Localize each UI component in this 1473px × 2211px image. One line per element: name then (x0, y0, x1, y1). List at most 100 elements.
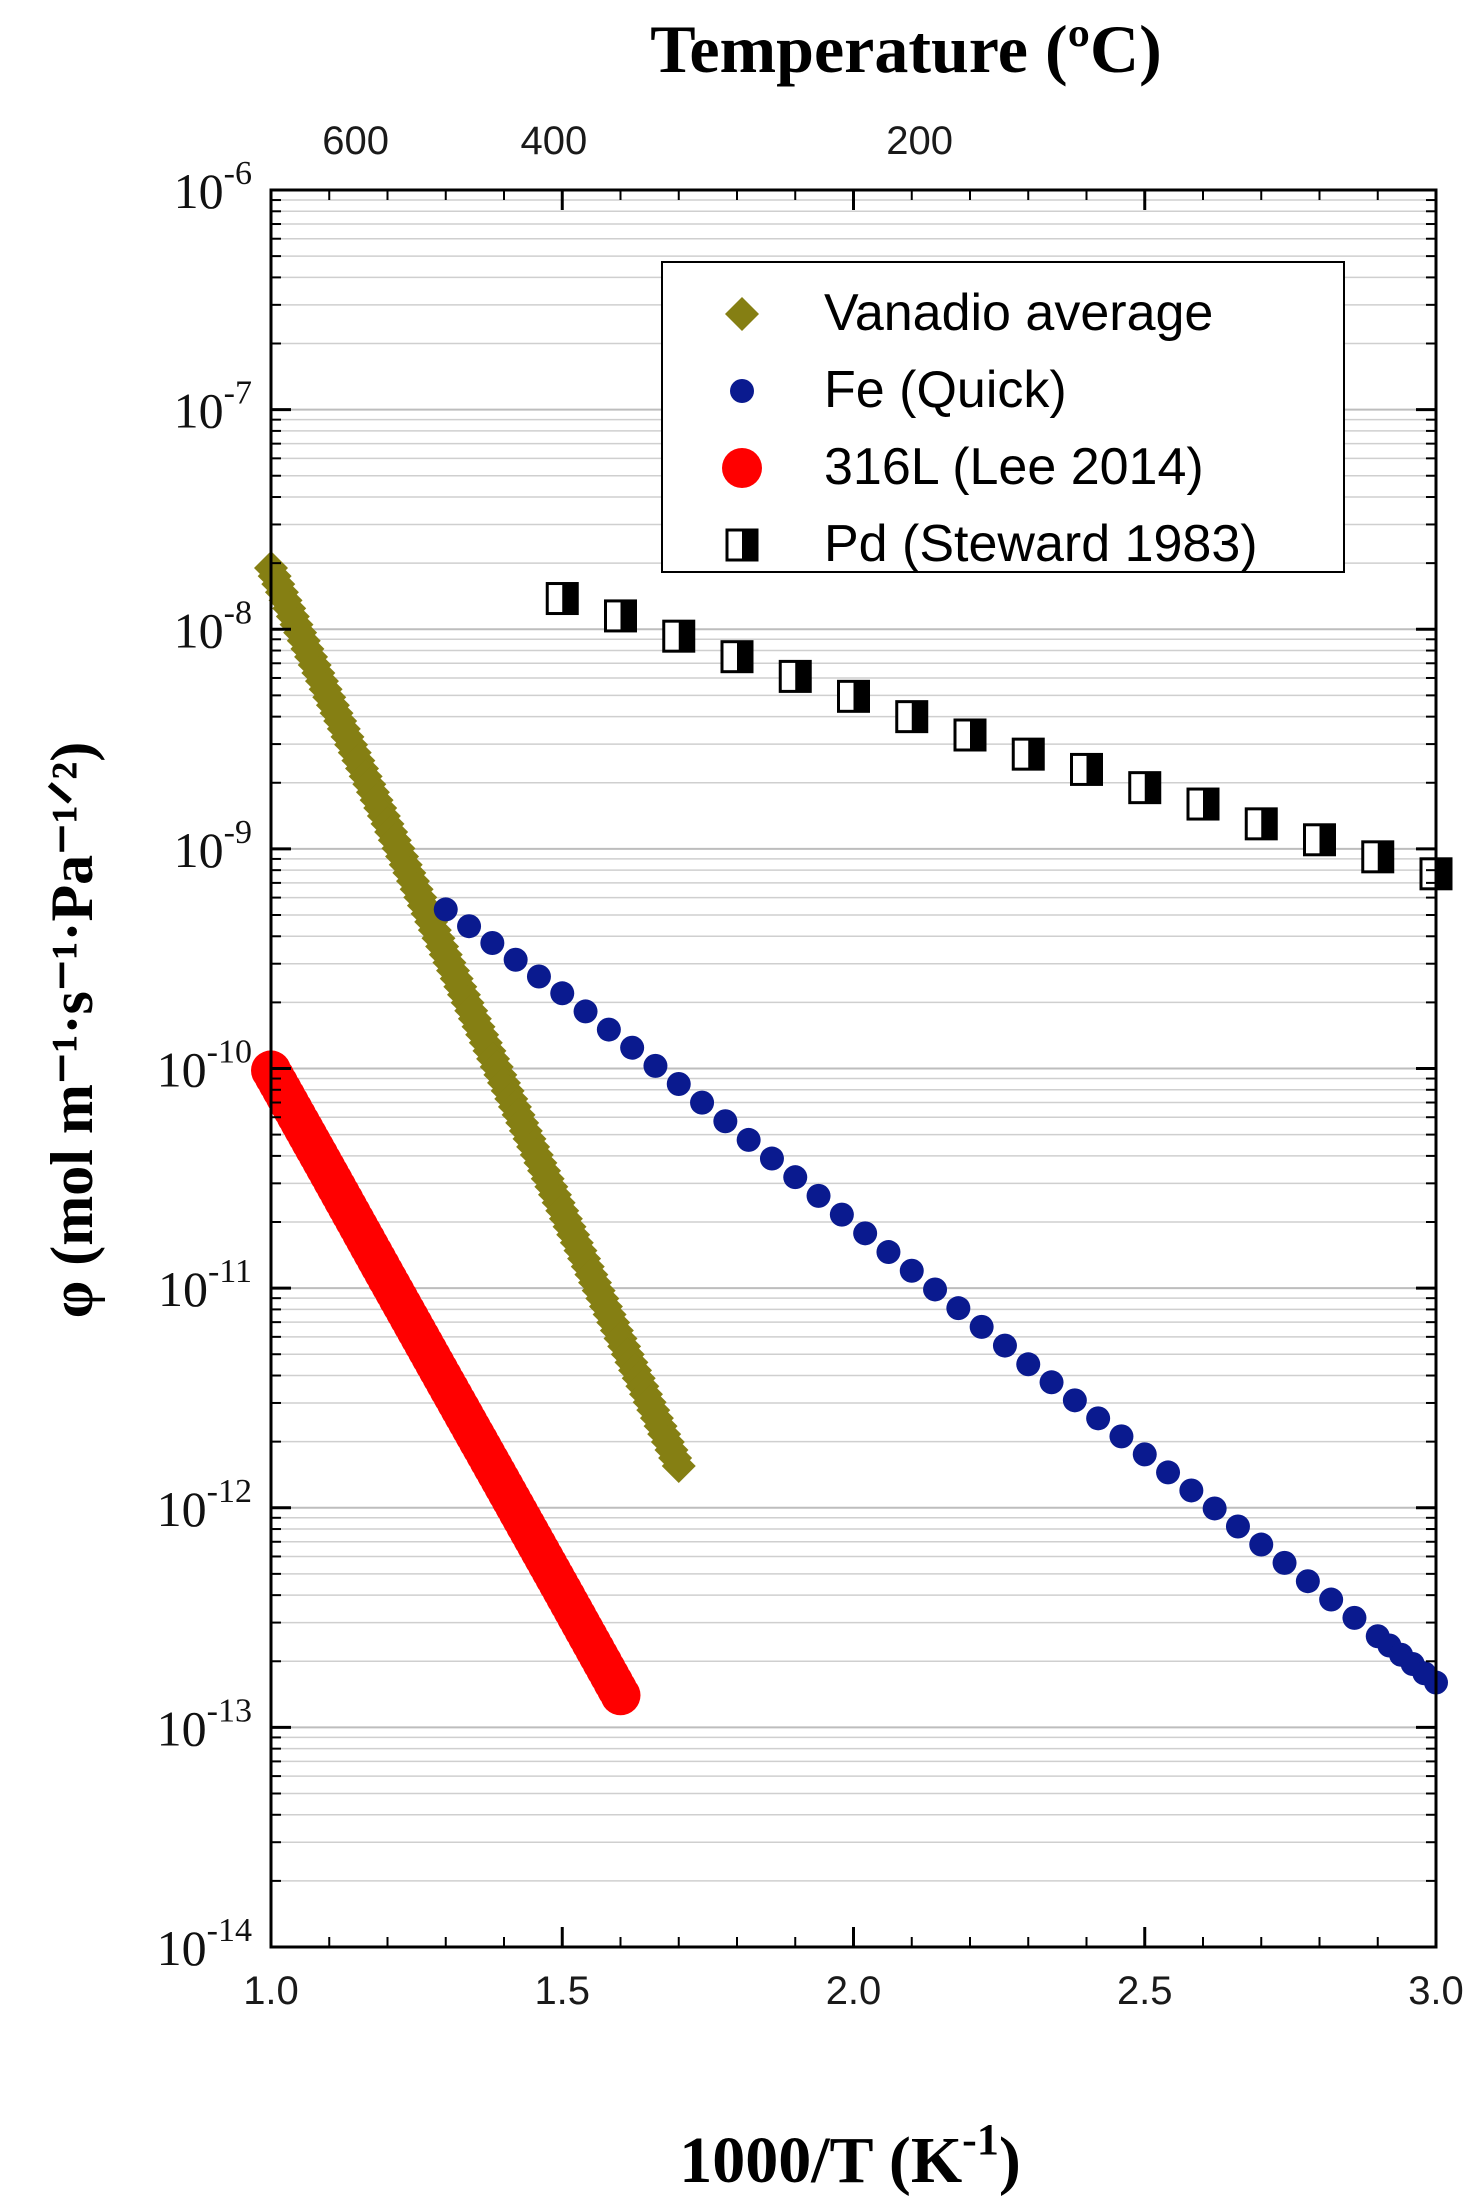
y-tick-label-exponent: -14 (207, 1912, 252, 1949)
x-axis-title-close: ) (999, 2124, 1021, 2197)
y-tick-label: 10-7 (174, 375, 252, 439)
data-point (503, 947, 528, 972)
data-point-fill (1144, 772, 1160, 803)
top-axis-title: Temperature (ºC) (650, 11, 1162, 87)
y-tick-label: 10-9 (174, 814, 252, 878)
data-point (895, 700, 929, 734)
data-point (837, 679, 870, 713)
data-point (550, 981, 575, 1006)
legend-marker (725, 297, 759, 331)
data-point-fill (853, 681, 869, 712)
x-axis-title-base: 1000/T (K (679, 2124, 962, 2197)
x-axis-title: 1000/T (K-1) (679, 2115, 1021, 2197)
data-point (1070, 752, 1103, 786)
x-tick-label: 2.0 (826, 1969, 882, 2013)
y-tick-label-exponent: -10 (207, 1034, 252, 1071)
series-0 (254, 551, 696, 1483)
data-point (969, 1314, 994, 1339)
data-point (1244, 807, 1278, 841)
data-point (853, 1221, 878, 1246)
data-point (573, 999, 598, 1024)
legend-label: 316L (Lee 2014) (824, 438, 1204, 496)
data-point-fill (1377, 841, 1393, 872)
data-point (736, 1127, 761, 1152)
top-tick-label: 400 (520, 119, 587, 163)
y-axis-title: φ (mol m⁻¹·s⁻¹·Pa⁻¹ᐟ²) (39, 742, 105, 1318)
legend-marker (730, 379, 754, 403)
y-tick-label-exponent: -13 (207, 1692, 252, 1729)
data-point (596, 1017, 621, 1042)
x-tick-label: 3.0 (1408, 1969, 1464, 2013)
data-point (778, 659, 812, 693)
data-point (1109, 1424, 1134, 1449)
x-tick-label: 1.0 (243, 1969, 299, 2013)
data-point (600, 1675, 641, 1716)
data-point-fill (911, 701, 927, 732)
data-point (1039, 1370, 1064, 1395)
data-point (713, 1109, 738, 1134)
data-point (1132, 1442, 1157, 1467)
data-point (899, 1258, 924, 1283)
top-tick-label: 200 (886, 119, 953, 163)
data-point (1186, 787, 1220, 821)
data-point-fill (1261, 808, 1277, 839)
data-point (923, 1277, 948, 1302)
tick-labels: 10-1410-1310-1210-1110-1010-910-810-710-… (157, 119, 1464, 2013)
series-2 (251, 1050, 641, 1716)
data-point (457, 914, 482, 939)
data-point (620, 1035, 645, 1060)
data-point (1179, 1478, 1204, 1503)
legend-marker-fill (742, 530, 757, 560)
y-tick-label-base: 10 (157, 1481, 207, 1537)
data-point-fill (678, 621, 694, 652)
data-point (829, 1202, 854, 1227)
series-1 (433, 897, 1448, 1695)
data-point (1272, 1550, 1297, 1575)
data-point-fill (737, 641, 752, 672)
data-point (953, 718, 987, 752)
y-tick-label-exponent: -6 (224, 155, 252, 192)
legend-marker (722, 448, 762, 488)
data-point (1249, 1532, 1274, 1557)
y-tick-label-exponent: -8 (224, 594, 252, 631)
data-point (720, 640, 754, 674)
y-tick-label-base: 10 (174, 822, 224, 878)
data-point-fill (1436, 858, 1451, 889)
axis-ticks (269, 188, 1438, 1949)
y-tick-label-exponent: -11 (208, 1253, 252, 1290)
data-point (946, 1296, 971, 1321)
legend-marker (725, 528, 759, 562)
legend-box (661, 261, 1345, 573)
data-point-fill (970, 719, 985, 750)
series-3 (545, 582, 1453, 891)
gridlines (271, 199, 1436, 1882)
legend: Vanadio average Fe (Quick) 316L (Lee 2014)… (661, 261, 1345, 573)
y-tick-label: 10-6 (174, 155, 252, 219)
data-point (1128, 771, 1162, 805)
legend-label: Fe (Quick) (824, 361, 1067, 419)
y-tick-label: 10-13 (157, 1692, 252, 1756)
data-point-fill (1086, 754, 1102, 785)
data-point (480, 930, 505, 955)
series-layer (251, 551, 1453, 1716)
data-point-fill (1028, 739, 1044, 770)
y-tick-label-base: 10 (174, 163, 224, 219)
legend-label: Vanadio average (824, 284, 1213, 342)
top-tick-label: 600 (322, 119, 389, 163)
y-tick-label-exponent: -12 (207, 1473, 252, 1510)
data-point (783, 1165, 808, 1190)
y-tick-label: 10-8 (174, 594, 252, 658)
y-tick-label-base: 10 (157, 1700, 207, 1756)
data-point (1303, 823, 1336, 857)
data-point (690, 1090, 715, 1115)
data-point-fill (1203, 789, 1218, 820)
data-point (1225, 1514, 1250, 1539)
data-point (1062, 1388, 1087, 1413)
data-point (662, 619, 696, 653)
x-tick-label: 2.5 (1117, 1969, 1173, 2013)
data-point (666, 1072, 691, 1097)
data-point (661, 1448, 696, 1483)
data-point (1011, 737, 1045, 771)
y-tick-label-base: 10 (158, 1261, 208, 1317)
